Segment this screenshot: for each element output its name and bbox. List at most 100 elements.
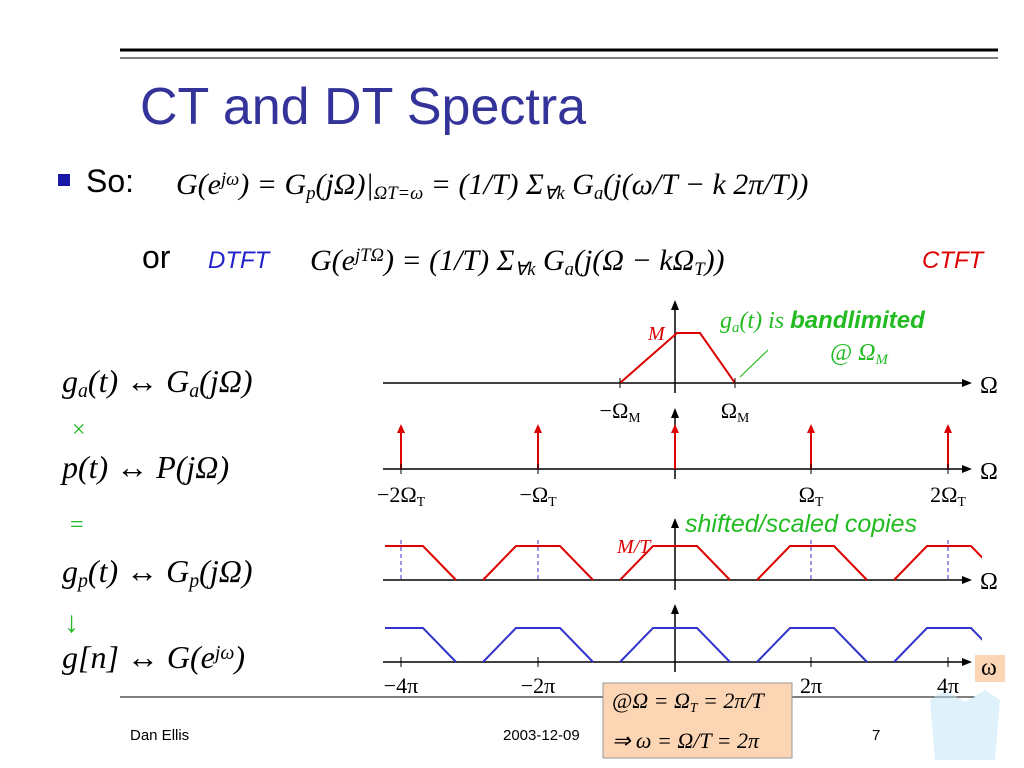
math-text: −ΩM bbox=[600, 398, 641, 425]
subscript: M bbox=[737, 410, 749, 425]
subscript: T bbox=[815, 494, 824, 509]
or-label: or bbox=[142, 239, 171, 275]
text-run: (jΩ)| bbox=[315, 168, 373, 201]
peak-label: M/T bbox=[616, 536, 652, 558]
math-text: ΩM bbox=[721, 398, 749, 425]
axis-label: Ω bbox=[980, 373, 998, 399]
text-run: (jΩ) bbox=[199, 553, 252, 589]
spectrum-copies bbox=[385, 545, 982, 581]
text-run: ) = (1/T) Σ bbox=[382, 244, 515, 277]
text-run: G bbox=[565, 168, 595, 201]
tick-label: 2π bbox=[800, 673, 822, 698]
text-run: = 2π/T bbox=[697, 688, 765, 713]
operator: × bbox=[72, 417, 86, 443]
slide-title: CT and DT Spectra bbox=[140, 78, 586, 136]
tick-label: −2π bbox=[521, 673, 556, 698]
subscript: T bbox=[417, 494, 426, 509]
axis-label: Ω bbox=[980, 569, 998, 595]
text-run: p(t) ↔ P(jΩ) bbox=[60, 449, 229, 485]
math-text: ga(t) is bandlimited bbox=[720, 307, 926, 336]
subscript: M bbox=[874, 352, 889, 368]
text-run: Ω bbox=[799, 482, 815, 507]
text-run: Ω bbox=[721, 398, 737, 423]
subscript: T bbox=[548, 494, 557, 509]
bullet-label: So: bbox=[86, 163, 134, 199]
math-text: ΩT bbox=[799, 482, 824, 509]
dtft-tag: DTFT bbox=[208, 247, 272, 274]
text-run: (t) ↔ G bbox=[88, 553, 189, 589]
impulse-head bbox=[671, 424, 679, 433]
math-text: G(ejω) = Gp(jΩ)|ΩT=ω = (1/T) Σ∀k Ga(j(ω/… bbox=[176, 168, 808, 204]
subscript: ∀k bbox=[515, 259, 537, 280]
axis-arrow bbox=[671, 518, 679, 528]
text-run: G bbox=[535, 244, 565, 277]
text-run: g bbox=[720, 308, 732, 334]
tick-label: 4π bbox=[937, 673, 959, 698]
subscript: ∀k bbox=[544, 183, 566, 204]
impulse-head bbox=[534, 424, 542, 433]
subscript: a bbox=[78, 380, 88, 402]
text-run: (j(ω/T − k 2π/T)) bbox=[603, 168, 808, 201]
math-text: ⇒ ω = Ω/T = 2π bbox=[612, 728, 760, 753]
axis-label: Ω bbox=[980, 459, 998, 485]
subscript: ΩT=ω bbox=[374, 183, 423, 204]
subscript: p bbox=[76, 570, 88, 592]
annotation: shifted/scaled copies bbox=[685, 510, 917, 538]
subscript: a bbox=[594, 183, 603, 204]
footer-author: Dan Ellis bbox=[130, 727, 189, 744]
text-run: (j(Ω − kΩ bbox=[574, 244, 694, 277]
text-run: 2Ω bbox=[930, 482, 957, 507]
text-run: ) bbox=[232, 639, 245, 675]
math-text: 2ΩT bbox=[930, 482, 966, 509]
text-run: bandlimited bbox=[790, 307, 926, 334]
subscript: p bbox=[187, 570, 199, 592]
math-text: @Ω = ΩT = 2π/T bbox=[612, 688, 765, 715]
math-text: −ΩT bbox=[519, 482, 557, 509]
axis-arrow bbox=[671, 300, 679, 310]
highlight bbox=[975, 655, 1005, 682]
subscript: p bbox=[304, 183, 315, 204]
text-run: G(e bbox=[310, 244, 355, 277]
math-text: @ ΩM bbox=[830, 340, 889, 368]
axis-arrow bbox=[962, 576, 972, 584]
text-run: = (1/T) Σ bbox=[423, 168, 544, 201]
note-box bbox=[602, 682, 793, 759]
text-run: g[n] ↔ G(e bbox=[62, 639, 215, 675]
text-run: −Ω bbox=[519, 482, 548, 507]
text-run: g bbox=[62, 363, 78, 399]
math-text: ga(t) ↔ Ga(jΩ) bbox=[62, 363, 253, 402]
footer-page: 7 bbox=[872, 727, 880, 744]
peak-label: M bbox=[647, 323, 666, 345]
text-run: @Ω = Ω bbox=[612, 688, 690, 713]
spectrum bbox=[619, 332, 736, 384]
impulse-head bbox=[944, 424, 952, 433]
tick-label: −4π bbox=[384, 673, 419, 698]
math-text: gp(t) ↔ Gp(jΩ) bbox=[62, 553, 253, 592]
subscript: a bbox=[189, 380, 199, 402]
axis-arrow bbox=[671, 604, 679, 614]
ctft-tag: CTFT bbox=[922, 247, 986, 274]
text-run: g bbox=[62, 553, 78, 589]
operator: = bbox=[70, 512, 84, 538]
text-run: G(e bbox=[176, 168, 221, 201]
superscript: jTΩ bbox=[353, 245, 384, 266]
axis-arrow bbox=[962, 379, 972, 387]
impulse-head bbox=[807, 424, 815, 433]
superscript: jω bbox=[219, 169, 239, 190]
spectrum bbox=[385, 627, 982, 663]
spectrum-copies bbox=[385, 627, 982, 663]
spectrum bbox=[385, 545, 982, 581]
subscript: T bbox=[694, 259, 706, 280]
axis-arrow bbox=[962, 658, 972, 666]
subscript: a bbox=[565, 259, 574, 280]
operator: ↓ bbox=[64, 606, 79, 639]
superscript: jω bbox=[212, 642, 235, 664]
text-run: @ Ω bbox=[830, 340, 875, 366]
math-text: p(t) ↔ P(jΩ) bbox=[60, 449, 229, 485]
text-run: )) bbox=[703, 244, 725, 277]
crest bbox=[930, 690, 1000, 760]
math-text: g[n] ↔ G(ejω) bbox=[62, 639, 245, 675]
text-run: (t) ↔ G bbox=[88, 363, 189, 399]
text-run: ) = G bbox=[237, 168, 306, 201]
axis-arrow bbox=[962, 465, 972, 473]
